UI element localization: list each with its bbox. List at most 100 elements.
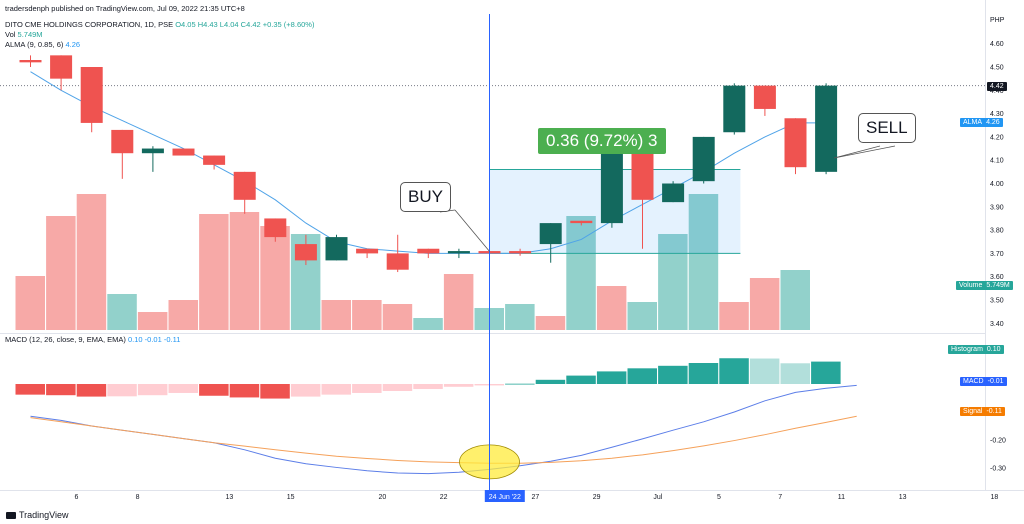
- candle-body: [19, 60, 42, 63]
- volume-bar: [627, 302, 657, 330]
- volume-bar: [352, 300, 382, 330]
- volume-bar: [749, 278, 780, 330]
- price-tick-label: 3.60: [990, 274, 1004, 281]
- macd-histogram-bar: [688, 363, 719, 384]
- macd-histogram-bar: [76, 384, 107, 397]
- candle-body: [386, 253, 409, 270]
- volume-tag: Volume 5.749M: [956, 281, 1013, 290]
- volume-bar: [535, 316, 566, 330]
- volume-bar: [168, 300, 198, 330]
- volume-tag-value: 5.749M: [986, 282, 1010, 289]
- macd-tag-value: -0.01: [987, 378, 1004, 385]
- candle-body: [141, 148, 164, 154]
- signal-tag-name: Signal: [963, 408, 983, 415]
- volume-bar: [566, 216, 596, 330]
- volume-bar: [688, 194, 719, 330]
- candle-body: [80, 67, 103, 123]
- volume-bar: [505, 304, 535, 330]
- macd-histogram-bar: [505, 383, 535, 385]
- volume-bar: [229, 212, 260, 330]
- x-tick-label: Jul: [653, 494, 662, 501]
- alma-value: 4.26: [65, 40, 81, 49]
- x-tick-label: 24 Jun '22: [489, 494, 521, 501]
- tradingview-brand: TradingView: [19, 510, 69, 520]
- macd-histogram-bar: [260, 384, 290, 399]
- signal-line: [30, 415, 857, 464]
- volume-bar: [260, 226, 290, 330]
- buy-callout: BUY: [400, 182, 451, 212]
- x-tick-label: 7: [778, 494, 782, 501]
- symbol-name: DITO CME HOLDINGS CORPORATION, 1D, PSE: [5, 20, 174, 29]
- price-tick-label: 3.40: [990, 321, 1004, 328]
- alma-tag-name: ALMA: [963, 119, 983, 126]
- signal-tag: Signal -0.11: [960, 407, 1005, 416]
- candle-body: [172, 148, 195, 156]
- macd-histogram-bar: [321, 384, 351, 395]
- x-tick-label: 29: [593, 494, 601, 501]
- buy-pointer: [454, 209, 490, 252]
- x-tick-label: 13: [899, 494, 907, 501]
- macd-histogram-bar: [566, 375, 596, 384]
- volume-bar: [107, 294, 137, 330]
- macd-histogram-bar: [229, 384, 260, 398]
- macd-histogram-bar: [382, 384, 413, 391]
- candle-body: [111, 129, 134, 154]
- price-tick-label: 3.70: [990, 251, 1004, 258]
- sell-pointer: [833, 145, 881, 159]
- macd-histogram-bar: [443, 384, 474, 387]
- candle-body: [325, 237, 348, 261]
- histogram-tag-value: 0.10: [986, 346, 1001, 353]
- price-tick-label: 4.20: [990, 134, 1004, 141]
- x-tick-label: 18: [991, 494, 999, 501]
- candle-body: [662, 183, 685, 203]
- sell-pointer-2: [834, 145, 896, 159]
- volume-bar: [199, 214, 229, 330]
- candle-body: [692, 136, 715, 182]
- volume-bar: [780, 270, 810, 330]
- candle-body: [631, 153, 654, 200]
- volume-bar: [137, 312, 168, 330]
- x-tick-label: 5: [717, 494, 721, 501]
- candle-body: [447, 251, 470, 254]
- macd-histogram-bar: [719, 358, 749, 384]
- macd-tick-label: -0.30: [990, 466, 1006, 473]
- macd-histogram-bar: [46, 384, 76, 396]
- volume-bar: [443, 274, 474, 330]
- macd-tick-label: -0.20: [990, 438, 1006, 445]
- macd-label: MACD (12, 26, close, 9, EMA, EMA): [5, 335, 126, 344]
- histogram-tag-name: Histogram: [951, 346, 983, 353]
- x-tick-label: 6: [74, 494, 78, 501]
- vol-label: Vol: [5, 30, 16, 39]
- ohlc-values: O4.05 H4.43 L4.04 C4.42 +0.35 (+8.60%): [175, 20, 315, 29]
- macd-tag-name: MACD: [963, 378, 984, 385]
- x-tick-label: 8: [136, 494, 140, 501]
- macd-values: 0.10 -0.01 -0.11: [127, 335, 181, 344]
- macd-histogram-bar: [15, 384, 45, 395]
- x-tick-label: 27: [532, 494, 540, 501]
- volume-tag-name: Volume: [959, 282, 983, 289]
- x-tick-label: 13: [226, 494, 234, 501]
- vol-line: Vol 5.749M: [5, 30, 43, 39]
- macd-histogram-bar: [168, 384, 198, 393]
- macd-histogram-bar: [290, 384, 321, 397]
- profit-label: 0.36 (9.72%) 3: [538, 128, 666, 154]
- macd-histogram-bar: [811, 361, 841, 384]
- macd-histogram-bar: [107, 384, 137, 397]
- volume-bar: [46, 216, 76, 330]
- last-price-tag: 4.42: [987, 82, 1007, 91]
- volume-bar: [658, 234, 688, 330]
- macd-histogram-bar: [627, 368, 657, 384]
- candle-body: [233, 171, 256, 200]
- candle-body: [753, 85, 776, 109]
- macd-histogram-bar: [535, 379, 566, 384]
- candle-body: [570, 220, 593, 224]
- candle-body: [539, 223, 562, 245]
- x-tick-label: 11: [838, 494, 845, 501]
- signal-tag-value: -0.11: [986, 408, 1002, 415]
- price-tick-label: 3.50: [990, 298, 1004, 305]
- x-tick-label: 15: [287, 494, 295, 501]
- candle-body: [784, 118, 807, 168]
- price-tick-label: 3.80: [990, 228, 1004, 235]
- volume-bar: [413, 318, 443, 330]
